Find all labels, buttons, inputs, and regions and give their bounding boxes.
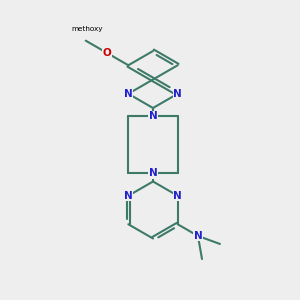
Text: N: N xyxy=(173,89,182,99)
Text: N: N xyxy=(148,168,158,178)
Text: methoxy: methoxy xyxy=(71,26,103,32)
Text: N: N xyxy=(148,111,158,122)
Text: N: N xyxy=(124,191,133,201)
Text: N: N xyxy=(194,231,202,241)
Text: N: N xyxy=(173,191,182,201)
Text: N: N xyxy=(124,89,133,99)
Text: O: O xyxy=(103,48,111,58)
